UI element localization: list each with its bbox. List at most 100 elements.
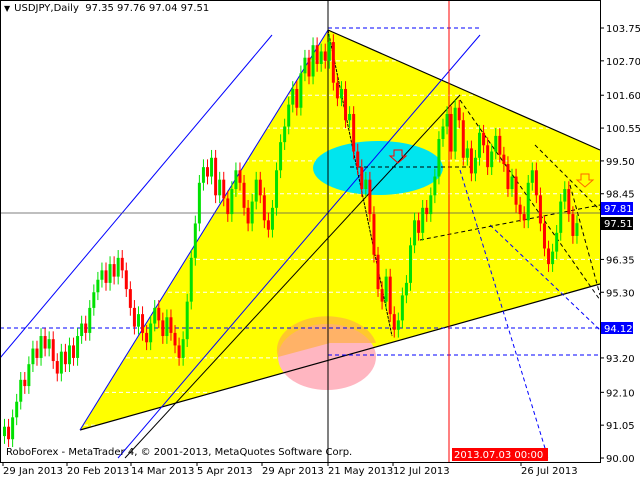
candle-body xyxy=(413,220,417,246)
candle-body xyxy=(92,292,96,308)
candle-body xyxy=(43,336,47,349)
candle-body xyxy=(315,45,319,64)
candle xyxy=(522,206,526,229)
candle xyxy=(104,262,108,291)
candle xyxy=(567,181,571,222)
y-tick-label: 93.20 xyxy=(606,354,635,365)
candle-body xyxy=(100,270,104,280)
candle xyxy=(283,118,287,150)
candle xyxy=(218,171,222,204)
candle xyxy=(348,106,352,129)
candle-body xyxy=(108,264,112,283)
candle-body xyxy=(502,154,506,165)
x-tick-label: 5 Apr 2013 xyxy=(197,466,252,477)
candle-body xyxy=(559,201,563,233)
candle-body xyxy=(96,279,100,293)
candle-body xyxy=(266,220,270,230)
candle-body xyxy=(181,339,185,358)
candle xyxy=(486,137,490,175)
candle xyxy=(551,243,555,272)
time-axis[interactable]: 29 Jan 2013 20 Feb 2013 14 Mar 2013 5 Apr 2… xyxy=(2,462,578,477)
candle-body xyxy=(23,379,27,387)
candle-body xyxy=(3,426,6,437)
candle xyxy=(453,99,457,160)
candle xyxy=(339,81,343,107)
candle xyxy=(417,212,421,241)
candle-body xyxy=(157,307,161,321)
candle xyxy=(96,271,100,301)
candle-body xyxy=(177,345,181,358)
candle xyxy=(563,181,567,210)
candle-body xyxy=(262,195,266,221)
x-tick-label: 29 Jan 2013 xyxy=(3,466,63,477)
candle-body xyxy=(327,42,331,61)
black-dashed-4 xyxy=(569,184,601,296)
price-axis[interactable]: 103.75 102.70 101.60 100.55 99.50 98.45 96.35 9… xyxy=(600,24,640,465)
candle xyxy=(555,225,559,260)
candle-body xyxy=(254,179,258,202)
candle xyxy=(47,331,51,357)
candle xyxy=(465,140,469,166)
candle-body xyxy=(116,257,120,277)
candle xyxy=(153,300,157,332)
candle xyxy=(177,337,181,366)
candle-body xyxy=(364,179,368,190)
candle xyxy=(457,99,461,129)
candle-body xyxy=(31,348,35,365)
candle xyxy=(526,174,530,229)
candle-body xyxy=(124,270,128,290)
candle-body xyxy=(51,339,55,362)
candle-body xyxy=(88,307,92,333)
x-tick-label: 26 Jul 2013 xyxy=(521,466,578,477)
candle xyxy=(413,212,417,254)
collapse-triangle-icon[interactable]: ▼ xyxy=(4,4,11,13)
candle-body xyxy=(376,254,380,290)
candle xyxy=(266,212,270,238)
candles xyxy=(3,34,579,448)
candle-body xyxy=(437,139,441,177)
candle xyxy=(388,268,392,322)
candle xyxy=(234,162,238,197)
candle xyxy=(108,256,112,291)
candle xyxy=(279,134,283,179)
x-tick-label: 21 May 2013 xyxy=(328,466,393,477)
candle xyxy=(141,306,145,341)
candle xyxy=(254,171,258,210)
candle xyxy=(242,174,246,216)
candle-body xyxy=(136,314,140,327)
candle-body xyxy=(441,126,445,140)
ohlc-readout: 97.35 97.76 97.04 97.51 xyxy=(85,3,210,14)
candle-body xyxy=(473,157,477,174)
candle-body xyxy=(47,339,51,349)
candle xyxy=(344,81,348,129)
candle-body xyxy=(149,323,153,343)
candle xyxy=(498,128,502,163)
candle xyxy=(270,200,274,238)
down-arrow-icon xyxy=(575,173,595,188)
candle xyxy=(173,325,177,354)
candle-body xyxy=(59,351,63,374)
candle-body xyxy=(510,176,514,190)
candle xyxy=(331,34,335,91)
candle xyxy=(19,372,23,410)
candle xyxy=(246,200,250,232)
black-dashed-1 xyxy=(419,204,601,241)
triangle-bottom-edge xyxy=(79,283,601,431)
y-tick-label: 100.55 xyxy=(606,124,640,135)
candle xyxy=(506,156,510,197)
candle xyxy=(364,171,368,197)
candle-body xyxy=(35,348,39,358)
candle xyxy=(67,337,71,372)
candle xyxy=(384,268,388,310)
candle-body xyxy=(275,170,279,208)
triangle-zone xyxy=(80,30,600,430)
candle-body xyxy=(153,307,157,324)
candle-body xyxy=(469,148,473,174)
candle xyxy=(23,372,27,394)
candle-body xyxy=(534,170,538,196)
candle xyxy=(356,143,360,175)
candle xyxy=(404,275,408,304)
svg-text:2013.07.03 00:00: 2013.07.03 00:00 xyxy=(454,450,543,461)
symbol-title: USDJPY,Daily xyxy=(14,3,79,14)
